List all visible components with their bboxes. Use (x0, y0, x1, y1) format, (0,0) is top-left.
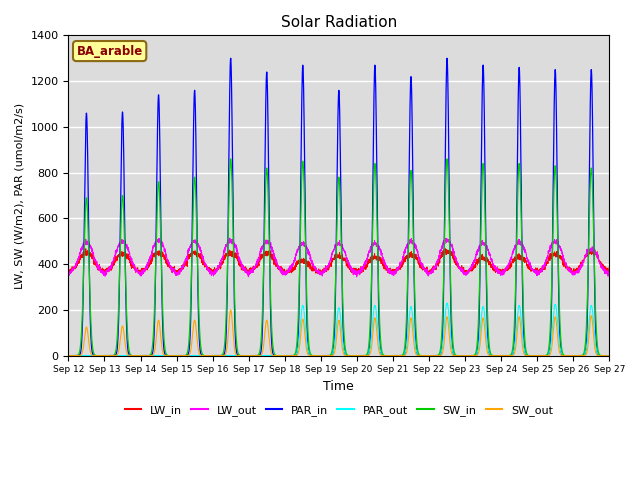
SW_in (605, 353, 612, 359)
SW_in (65, 353, 72, 359)
SW_in (460, 353, 468, 359)
Legend: LW_in, LW_out, PAR_in, PAR_out, SW_in, SW_out: LW_in, LW_out, PAR_in, PAR_out, SW_in, S… (120, 401, 557, 420)
SW_out (460, 353, 468, 359)
PAR_out (430, 353, 438, 359)
SW_out (605, 353, 612, 359)
LW_out (430, 265, 438, 271)
SW_in (162, 349, 170, 355)
Y-axis label: LW, SW (W/m2), PAR (umol/m2/s): LW, SW (W/m2), PAR (umol/m2/s) (15, 102, 25, 288)
SW_in (319, 353, 326, 359)
LW_out (460, 270, 468, 276)
LW_in (605, 269, 612, 275)
Line: PAR_out: PAR_out (68, 303, 609, 356)
SW_out (162, 353, 170, 359)
PAR_in (605, 353, 612, 359)
PAR_in (227, 55, 234, 61)
LW_out (353, 274, 360, 280)
SW_out (430, 353, 438, 359)
LW_out (162, 251, 170, 257)
LW_in (430, 266, 438, 272)
PAR_out (162, 353, 170, 359)
LW_out (226, 235, 234, 241)
SW_out (319, 353, 326, 359)
LW_out (605, 271, 612, 277)
Line: LW_out: LW_out (68, 238, 609, 277)
PAR_out (605, 353, 613, 359)
PAR_out (460, 353, 468, 359)
LW_in (162, 257, 170, 263)
PAR_out (65, 353, 72, 359)
SW_in (227, 156, 234, 162)
PAR_out (605, 353, 612, 359)
SW_in (605, 353, 613, 359)
LW_in (319, 269, 326, 275)
LW_in (491, 268, 499, 274)
PAR_in (65, 353, 72, 359)
PAR_in (319, 353, 326, 359)
LW_in (65, 269, 72, 275)
PAR_in (460, 353, 468, 359)
LW_in (588, 246, 596, 252)
Line: SW_out: SW_out (68, 310, 609, 356)
PAR_in (491, 353, 499, 359)
SW_in (430, 353, 438, 359)
LW_out (605, 267, 613, 273)
SW_out (491, 353, 499, 359)
LW_in (605, 264, 613, 270)
LW_out (319, 268, 326, 274)
SW_out (227, 307, 234, 313)
Text: BA_arable: BA_arable (77, 45, 143, 58)
PAR_out (443, 300, 451, 306)
SW_in (491, 353, 499, 359)
PAR_in (162, 352, 170, 358)
Line: SW_in: SW_in (68, 159, 609, 356)
PAR_in (605, 353, 613, 359)
PAR_in (430, 353, 438, 359)
SW_out (605, 353, 613, 359)
Line: PAR_in: PAR_in (68, 58, 609, 356)
X-axis label: Time: Time (323, 380, 354, 393)
Title: Solar Radiation: Solar Radiation (281, 15, 397, 30)
PAR_out (491, 353, 499, 359)
LW_out (65, 271, 72, 276)
PAR_out (319, 353, 326, 359)
LW_in (353, 273, 360, 279)
SW_out (65, 353, 72, 359)
LW_out (491, 266, 499, 272)
Line: LW_in: LW_in (68, 249, 609, 276)
LW_in (460, 269, 468, 275)
